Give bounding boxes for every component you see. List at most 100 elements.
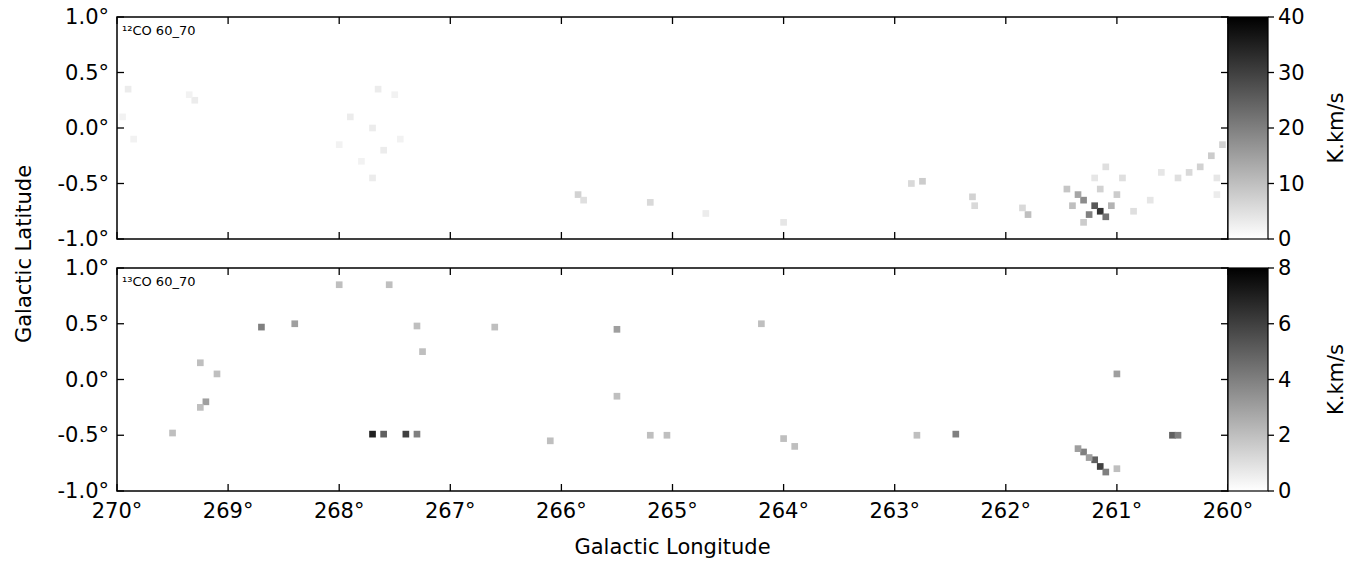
- y-tick: [1221, 183, 1228, 184]
- cell: [347, 114, 354, 121]
- colorbar-tick: [1268, 183, 1274, 184]
- cell: [614, 393, 621, 400]
- y-tick: [1221, 16, 1228, 17]
- x-tick-label: 268°: [314, 499, 365, 523]
- cell: [1197, 164, 1204, 171]
- cell: [380, 147, 387, 154]
- cell: [258, 324, 265, 331]
- cell: [197, 404, 204, 411]
- x-tick-label: 267°: [425, 499, 476, 523]
- colorbar-tick-label: 10: [1278, 172, 1305, 196]
- cells: [169, 281, 1181, 475]
- x-tick: [450, 232, 451, 239]
- y-tick: [117, 379, 124, 380]
- cell: [414, 431, 421, 438]
- figure: -1.0°-0.5°0.0°0.5°1.0°¹²CO 60_7001020304…: [0, 0, 1359, 566]
- cell: [336, 281, 343, 288]
- cell: [491, 324, 498, 331]
- cell: [914, 432, 921, 439]
- cell: [369, 175, 376, 182]
- colorbar-tick: [1268, 267, 1274, 268]
- cell: [1102, 213, 1109, 220]
- x-tick: [450, 268, 451, 275]
- y-tick-label: -0.5°: [58, 423, 109, 447]
- x-tick: [339, 232, 340, 239]
- cell: [1114, 191, 1121, 198]
- cell: [1091, 175, 1098, 182]
- cell: [780, 435, 787, 442]
- x-tick: [561, 17, 562, 24]
- cell: [1175, 175, 1182, 182]
- x-tick: [1116, 17, 1117, 24]
- colorbar-tick: [1268, 379, 1274, 380]
- x-tick: [227, 268, 228, 275]
- cell: [169, 430, 176, 437]
- x-tick: [894, 268, 895, 275]
- y-tick-label: -1.0°: [58, 479, 109, 503]
- cell: [369, 431, 376, 438]
- cell: [1186, 169, 1193, 176]
- colorbar-tick: [1268, 323, 1274, 324]
- cell: [1064, 186, 1071, 193]
- y-tick-label: -0.5°: [58, 172, 109, 196]
- colorbar-tick-label: 20: [1278, 116, 1305, 140]
- cell: [1097, 186, 1104, 193]
- x-tick: [116, 268, 117, 275]
- colorbar-tick: [1268, 490, 1274, 491]
- y-tick-label: 0.5°: [65, 312, 109, 336]
- cell: [336, 141, 343, 148]
- y-tick: [1221, 490, 1228, 491]
- cell: [664, 432, 671, 439]
- cell: [1175, 432, 1182, 439]
- cell: [403, 431, 410, 438]
- colorbar-label: K.km/s: [1324, 344, 1348, 415]
- x-tick-label: 262°: [981, 499, 1032, 523]
- cell: [1075, 445, 1082, 452]
- cell: [1025, 211, 1032, 218]
- colorbar-tick-label: 4: [1278, 368, 1291, 392]
- cell: [380, 431, 387, 438]
- cell: [358, 158, 365, 165]
- x-tick-label: 269°: [203, 499, 254, 523]
- x-tick: [450, 17, 451, 24]
- cell: [702, 210, 709, 217]
- cell: [1114, 371, 1121, 378]
- x-tick: [894, 232, 895, 239]
- x-tick: [116, 17, 117, 24]
- cell: [1069, 202, 1076, 209]
- colorbar-tick-label: 8: [1278, 256, 1291, 280]
- x-tick: [894, 484, 895, 491]
- x-tick: [561, 268, 562, 275]
- panel-title: ¹³CO 60_70: [122, 274, 195, 289]
- cell: [614, 326, 621, 333]
- x-tick: [339, 17, 340, 24]
- y-tick: [117, 267, 124, 268]
- cell: [386, 281, 393, 288]
- colorbar-tick-label: 0: [1278, 227, 1291, 251]
- cell: [1102, 164, 1109, 171]
- cell: [547, 437, 554, 444]
- x-tick: [672, 17, 673, 24]
- cell: [1108, 202, 1115, 209]
- colorbar-tick: [1268, 16, 1274, 17]
- x-tick-label: 260°: [1203, 499, 1254, 523]
- x-tick: [227, 17, 228, 24]
- y-tick: [117, 238, 124, 239]
- cell: [791, 443, 798, 450]
- x-tick: [672, 268, 673, 275]
- y-tick-label: 1.0°: [65, 5, 109, 29]
- cell: [580, 197, 587, 204]
- x-tick: [783, 17, 784, 24]
- cell: [647, 432, 654, 439]
- x-tick: [339, 268, 340, 275]
- plot-frame: [117, 17, 1228, 239]
- y-tick: [117, 127, 124, 128]
- y-tick: [1221, 323, 1228, 324]
- x-tick: [1005, 17, 1006, 24]
- cell: [919, 178, 926, 185]
- cell: [1214, 191, 1221, 198]
- y-tick: [117, 323, 124, 324]
- cell: [1119, 175, 1126, 182]
- x-tick: [1116, 484, 1117, 491]
- y-tick: [117, 435, 124, 436]
